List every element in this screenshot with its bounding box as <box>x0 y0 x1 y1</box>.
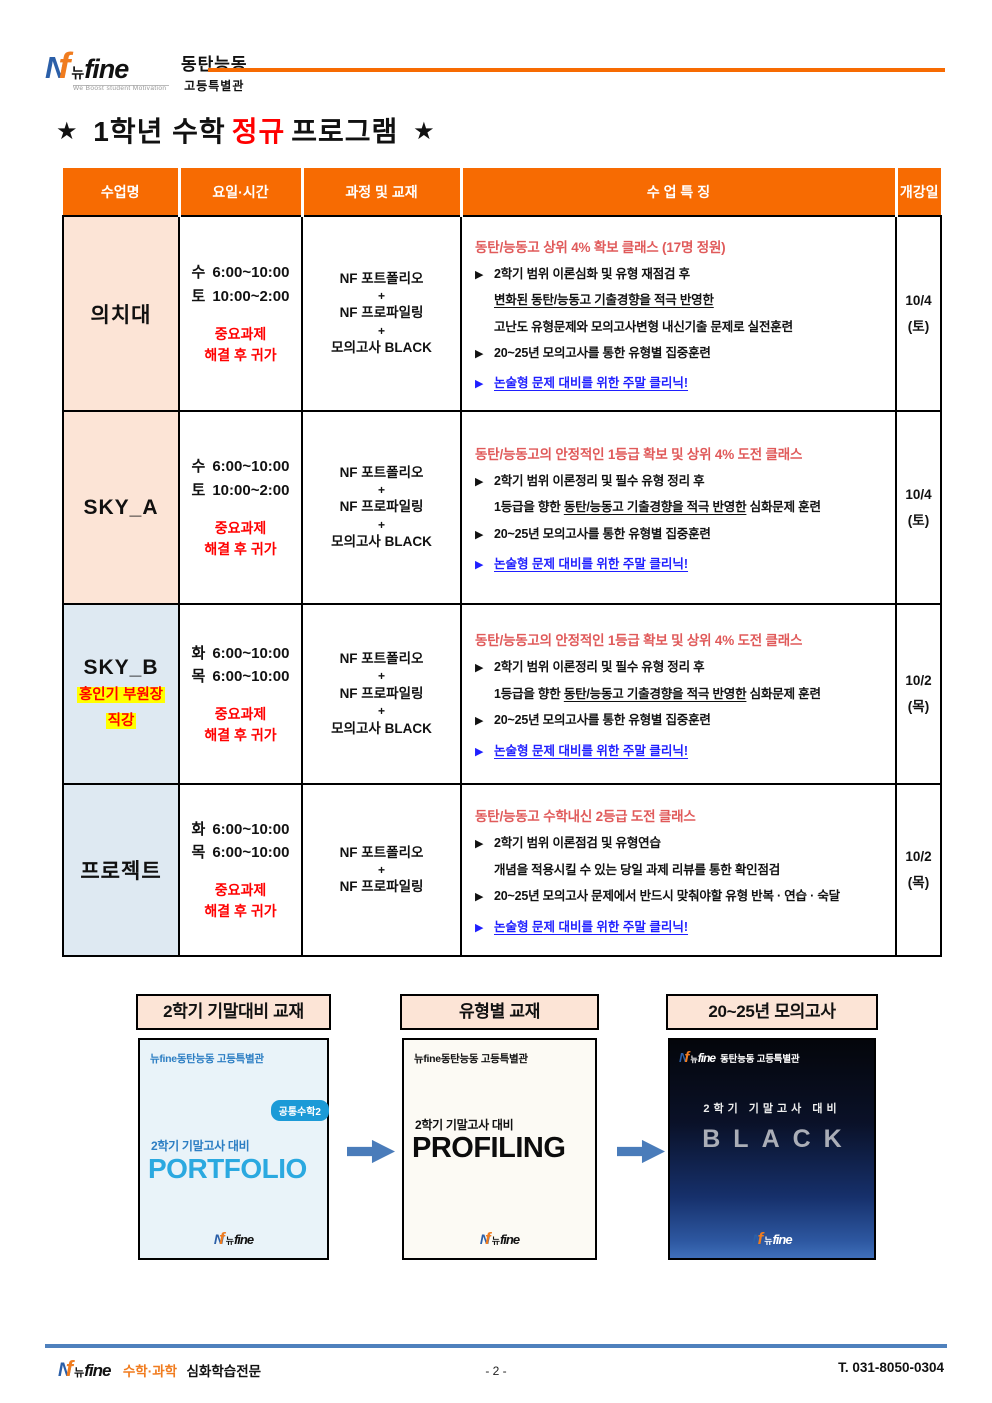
bullet-icon: ▶ <box>475 559 484 572</box>
col-header-time: 요일·시간 <box>177 168 304 217</box>
col-header-class: 수업명 <box>63 168 181 217</box>
col-header-course: 과정 및 교재 <box>300 168 463 217</box>
homework-note: 중요과제 해결 후 귀가 <box>204 519 277 557</box>
footer-subjects: 수학·과학 <box>122 1364 178 1379</box>
class-name-cell: SKY_A <box>62 410 180 605</box>
start-date-cell: 10/4 (토) <box>895 215 942 412</box>
book-group-black: 20~25년 모의고사 Nf뉴fine 동탄능동 고등특별관 2학기 기말고사 대… <box>666 994 878 1262</box>
bullet-icon: ▶ <box>475 662 484 675</box>
subject-badge: 공통수학2 <box>270 1100 329 1121</box>
bullet-icon: ▶ <box>475 528 484 541</box>
features-cell: 동탄/능동고 상위 4% 확보 클래스 (17명 정원) ▶ 2학기 범위 이론심… <box>460 215 897 412</box>
star-icon: ★ <box>413 118 436 145</box>
feature-title: 동탄/능동고 상위 4% 확보 클래스 (17명 정원) <box>475 239 726 255</box>
footer-divider <box>45 1344 947 1348</box>
logo-tagline: We Boost student Motivation <box>73 85 169 93</box>
homework-note: 중요과제 해결 후 귀가 <box>204 706 277 744</box>
weekend-clinic-link[interactable]: ▶ 논술형 문제 대비를 위한 주말 클리닉! <box>475 743 689 758</box>
start-date-cell: 10/4 (토) <box>895 410 942 605</box>
newfine-logo: Nf뉴fine 동탄능동 고등특별관 <box>679 1049 800 1066</box>
class-name: 프로젝트 <box>80 860 162 883</box>
newfine-logo: Nf뉴fine 수학·과학 심화학습전문 <box>58 1356 262 1381</box>
feature-title: 동탄/능동고 수학내신 2등급 도전 클래스 <box>475 809 696 825</box>
table-row: 의치대 수 6:00~10:00 토 10:00~2:00 중요과제 해결 후 귀가 … <box>62 215 942 412</box>
bullet-icon: ▶ <box>475 475 484 488</box>
table-header-row: 수업명 요일·시간 과정 및 교재 수 업 특 징 개강일 <box>63 168 941 217</box>
bullet-icon: ▶ <box>475 838 484 851</box>
class-name-cell: 의치대 <box>62 215 180 412</box>
branch-name: 동탄능동 고등특별관 <box>181 55 248 93</box>
logo-n-glyph: N <box>45 50 68 85</box>
feature-title: 동탄/능동고의 안정적인 1등급 확보 및 상위 4% 도전 클래스 <box>475 633 803 649</box>
class-name: 의치대 <box>90 303 152 327</box>
book-cover-profiling: 뉴fine동탄능동 고등특별관 2학기 기말고사 대비 PROFILING Nf… <box>402 1038 597 1260</box>
bullet-icon: ▶ <box>475 891 484 904</box>
table-row: SKY_B 홍인기 부원장 직강 화 6:00~10:00 목 6:00~10:00… <box>62 603 942 785</box>
features-cell: 동탄/능동고의 안정적인 1등급 확보 및 상위 4% 도전 클래스 ▶ 2학기 … <box>460 603 897 785</box>
book-cover-black: Nf뉴fine 동탄능동 고등특별관 2학기 기말고사 대비 BLACK Nf뉴f… <box>668 1038 876 1260</box>
arrow-right-icon <box>347 1139 395 1164</box>
newfine-logo: Nf뉴fine <box>752 1229 792 1248</box>
feature-title: 동탄/능동고의 안정적인 1등급 확보 및 상위 4% 도전 클래스 <box>475 446 803 462</box>
start-date-cell: 10/2 (목) <box>895 603 942 785</box>
book-title: PROFILING <box>412 1132 566 1164</box>
class-name: SKY_A <box>83 495 159 519</box>
time-cell: 수 6:00~10:00 토 10:00~2:00 중요과제 해결 후 귀가 <box>178 410 303 605</box>
book-title: BLACK <box>702 1125 855 1153</box>
book-title: PORTFOLIO <box>148 1153 307 1184</box>
newfine-logo: Nf뉴fine We Boost student Motivation <box>45 48 169 93</box>
table-row: 프로젝트 화 6:00~10:00 목 6:00~10:00 중요과제 해결 후 귀가… <box>62 783 942 957</box>
course-cell: NF 포트폴리오 + NF 프로파일링 + 모의고사 BLACK <box>301 603 462 785</box>
book-label: 2학기 기말대비 교재 <box>136 994 331 1030</box>
newfine-logo: Nf뉴fine <box>479 1229 520 1248</box>
homework-note: 중요과제 해결 후 귀가 <box>204 325 277 363</box>
teacher-highlight: 홍인기 부원장 <box>76 686 166 703</box>
col-header-start: 개강일 <box>894 168 941 217</box>
logo-f-glyph: f <box>58 45 71 86</box>
time-cell: 화 6:00~10:00 목 6:00~10:00 중요과제 해결 후 귀가 <box>178 603 303 785</box>
class-name-cell: 프로젝트 <box>62 783 180 957</box>
orange-divider <box>208 68 945 72</box>
book-label: 유형별 교재 <box>400 994 599 1030</box>
book-group-portfolio: 2학기 기말대비 교재 뉴fine동탄능동 고등특별관 공통수학2 2학기 기말… <box>136 994 331 1262</box>
course-cell: NF 포트폴리오 + NF 프로파일링 + 모의고사 BLACK <box>301 215 462 412</box>
weekend-clinic-link[interactable]: ▶ 논술형 문제 대비를 위한 주말 클리닉! <box>475 557 689 572</box>
bullet-icon: ▶ <box>475 715 484 728</box>
class-name: SKY_B <box>83 655 159 679</box>
program-table: 수업명 요일·시간 과정 및 교재 수 업 특 징 개강일 의치대 수 6:00~… <box>62 168 942 957</box>
book-cover-portfolio: 뉴fine동탄능동 고등특별관 공통수학2 2학기 기말고사 대비 PORTFO… <box>138 1038 329 1260</box>
features-cell: 동탄/능동고 수학내신 2등급 도전 클래스 ▶ 2학기 범위 이론점검 및 유형… <box>460 783 897 957</box>
start-date-cell: 10/2 (목) <box>895 783 942 957</box>
arrow-right-icon <box>617 1139 665 1164</box>
footer: Nf뉴fine 수학·과학 심화학습전문 - 2 - T. 031-8050-0… <box>0 1356 992 1396</box>
page-number: - 2 - <box>485 1364 507 1378</box>
bullet-icon: ▶ <box>475 268 484 281</box>
weekend-clinic-link[interactable]: ▶ 논술형 문제 대비를 위한 주말 클리닉! <box>475 376 689 391</box>
page-title: ★ 1학년 수학 정규 프로그램 ★ <box>56 116 436 147</box>
time-cell: 화 6:00~10:00 목 6:00~10:00 중요과제 해결 후 귀가 <box>178 783 303 957</box>
teacher-highlight: 직강 <box>105 713 137 729</box>
newfine-logo: Nf뉴fine <box>213 1229 254 1248</box>
features-cell: 동탄/능동고의 안정적인 1등급 확보 및 상위 4% 도전 클래스 ▶ 2학기 … <box>460 410 897 605</box>
footer-tagline: 심화학습전문 <box>186 1364 262 1379</box>
col-header-features: 수 업 특 징 <box>459 168 898 217</box>
course-cell: NF 포트폴리오 + NF 프로파일링 + 모의고사 BLACK <box>301 410 462 605</box>
book-group-profiling: 유형별 교재 뉴fine동탄능동 고등특별관 2학기 기말고사 대비 PROFI… <box>400 994 599 1262</box>
bullet-icon: ▶ <box>475 921 484 934</box>
homework-note: 중요과제 해결 후 귀가 <box>204 882 277 920</box>
bullet-icon: ▶ <box>475 378 484 391</box>
weekend-clinic-link[interactable]: ▶ 논술형 문제 대비를 위한 주말 클리닉! <box>475 919 689 934</box>
bullet-icon: ▶ <box>475 745 484 758</box>
book-label: 20~25년 모의고사 <box>666 994 878 1030</box>
course-cell: NF 포트폴리오 + NF 프로파일링 <box>301 783 462 957</box>
star-icon: ★ <box>56 118 79 145</box>
time-cell: 수 6:00~10:00 토 10:00~2:00 중요과제 해결 후 귀가 <box>178 215 303 412</box>
bullet-icon: ▶ <box>475 347 484 360</box>
table-row: SKY_A 수 6:00~10:00 토 10:00~2:00 중요과제 해결 후 귀… <box>62 410 942 605</box>
phone-number: T. 031-8050-0304 <box>838 1360 944 1375</box>
class-name-cell: SKY_B 홍인기 부원장 직강 <box>62 603 180 785</box>
